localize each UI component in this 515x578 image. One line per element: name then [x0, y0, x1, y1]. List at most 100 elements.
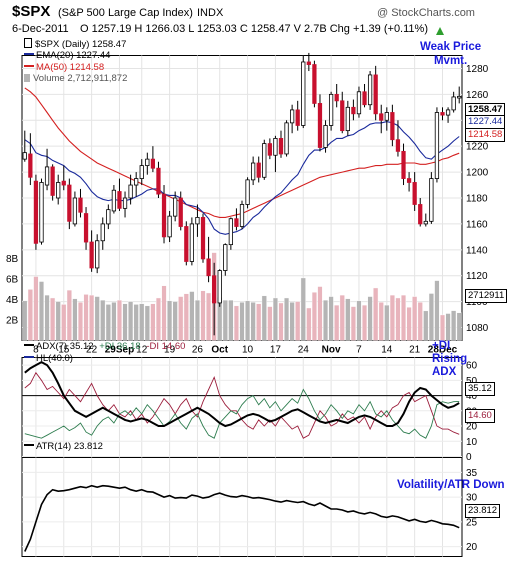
volume-bar: [328, 296, 334, 341]
candle-body: [373, 74, 378, 115]
volume-bar: [50, 297, 56, 341]
candle-body: [67, 184, 72, 222]
candle-body: [128, 184, 133, 199]
x-tick-label: 17: [270, 345, 282, 356]
legend-ema: EMA(20) 1227.44: [24, 50, 110, 61]
atr-tick-label: 20: [466, 542, 478, 553]
adx-tick-label: 20: [466, 422, 478, 433]
volume-bar: [445, 313, 451, 341]
x-tick-label: 21: [409, 345, 421, 356]
x-tick-label: 15: [58, 345, 70, 356]
candle-body: [434, 112, 440, 179]
candle-body: [56, 182, 61, 199]
candle-body: [345, 106, 350, 132]
adx-tick-label: 40: [466, 391, 478, 402]
candle-body: [457, 95, 462, 99]
legend-adx: ADX(7) 35.12 +DI 36.18 -DI 14.60: [24, 341, 185, 352]
volume-bar: [239, 302, 245, 341]
candle-body: [412, 182, 417, 205]
candle-body: [367, 74, 373, 106]
volume-bar: [194, 299, 200, 341]
candle-body: [139, 165, 144, 179]
candle-body: [44, 166, 50, 186]
volume-bar: [423, 310, 429, 341]
volume-bar: [38, 281, 45, 341]
candle-body: [145, 158, 150, 167]
annotation-weak-price: Weak Price Mvmt.: [420, 41, 482, 67]
candle-body: [418, 204, 423, 225]
candle-body: [423, 220, 428, 225]
volume-bar: [83, 294, 89, 341]
candle-body: [429, 178, 434, 222]
volume-bar: [27, 289, 33, 341]
x-tick-label: 19: [164, 345, 176, 356]
candle-body: [267, 143, 272, 156]
candle-body: [334, 93, 339, 102]
volume-bar: [77, 302, 84, 341]
candle-body: [50, 166, 55, 196]
volume-bar: [133, 304, 139, 341]
candle-body: [356, 91, 362, 115]
volume-bar: [44, 294, 50, 341]
volume-bar: [189, 291, 195, 341]
candle-body: [167, 215, 172, 238]
volume-tick-label: 6B: [6, 275, 19, 286]
volume-bar: [144, 305, 150, 341]
volume-bar: [284, 297, 290, 341]
candle-body: [134, 178, 139, 186]
volume-bar: [300, 277, 306, 341]
volume-bar: [55, 301, 61, 341]
candle-body: [206, 258, 211, 277]
candle-body: [106, 209, 111, 225]
volume-bar: [278, 302, 284, 341]
volume-bar: [289, 302, 295, 341]
volume-tick-label: 8B: [6, 254, 19, 265]
candle-body: [117, 191, 122, 209]
volume-bar: [334, 304, 340, 341]
volume-bar: [306, 307, 312, 341]
candle-body: [390, 112, 395, 141]
volume-bar: [384, 304, 390, 341]
candle-body: [401, 150, 406, 179]
volume-bar: [111, 302, 117, 341]
candle-body: [256, 162, 261, 178]
adx-tick-label: 10: [466, 437, 478, 448]
volume-bar: [122, 303, 128, 341]
stockcharts-credit[interactable]: @ StockCharts.com: [377, 7, 475, 19]
volume-bar: [256, 303, 262, 341]
candle-body: [78, 197, 83, 213]
annotation-di-rising: +DI Rising ADX: [432, 340, 468, 378]
x-tick-label: 14: [381, 345, 393, 356]
candle-body: [161, 193, 167, 238]
candle-body: [379, 113, 384, 121]
volume-value-label: 2712911: [465, 289, 508, 303]
volume-bar: [417, 302, 423, 341]
volume-bar: [373, 287, 379, 341]
volume-bar: [456, 312, 462, 341]
candle-body: [83, 213, 89, 243]
volume-bar: [128, 301, 134, 341]
volume-bar: [339, 294, 345, 341]
volume-bar: [172, 301, 178, 341]
legend-atr-swatch: [24, 444, 34, 446]
candle-body: [150, 158, 156, 169]
candle-body: [178, 197, 183, 227]
volume-bar: [245, 300, 251, 341]
candle-body: [245, 179, 250, 205]
ema-value-label: 1227.44: [465, 115, 506, 129]
candle-body: [95, 240, 100, 269]
candle-body: [262, 143, 267, 178]
candle-body: [278, 138, 284, 155]
volume-bar: [367, 296, 373, 341]
price-tick-label: 1140: [466, 245, 488, 256]
legend-hl-swatch: [24, 356, 34, 358]
legend-price-swatch: [24, 38, 32, 48]
atr-tick-label: 30: [466, 493, 478, 504]
x-tick-label: Nov: [322, 345, 341, 356]
volume-bar: [105, 304, 111, 341]
volume-bar: [22, 300, 28, 341]
volume-bar: [233, 305, 239, 341]
candle-body: [89, 241, 94, 269]
volume-bar: [345, 298, 351, 341]
candle-body: [395, 139, 401, 152]
